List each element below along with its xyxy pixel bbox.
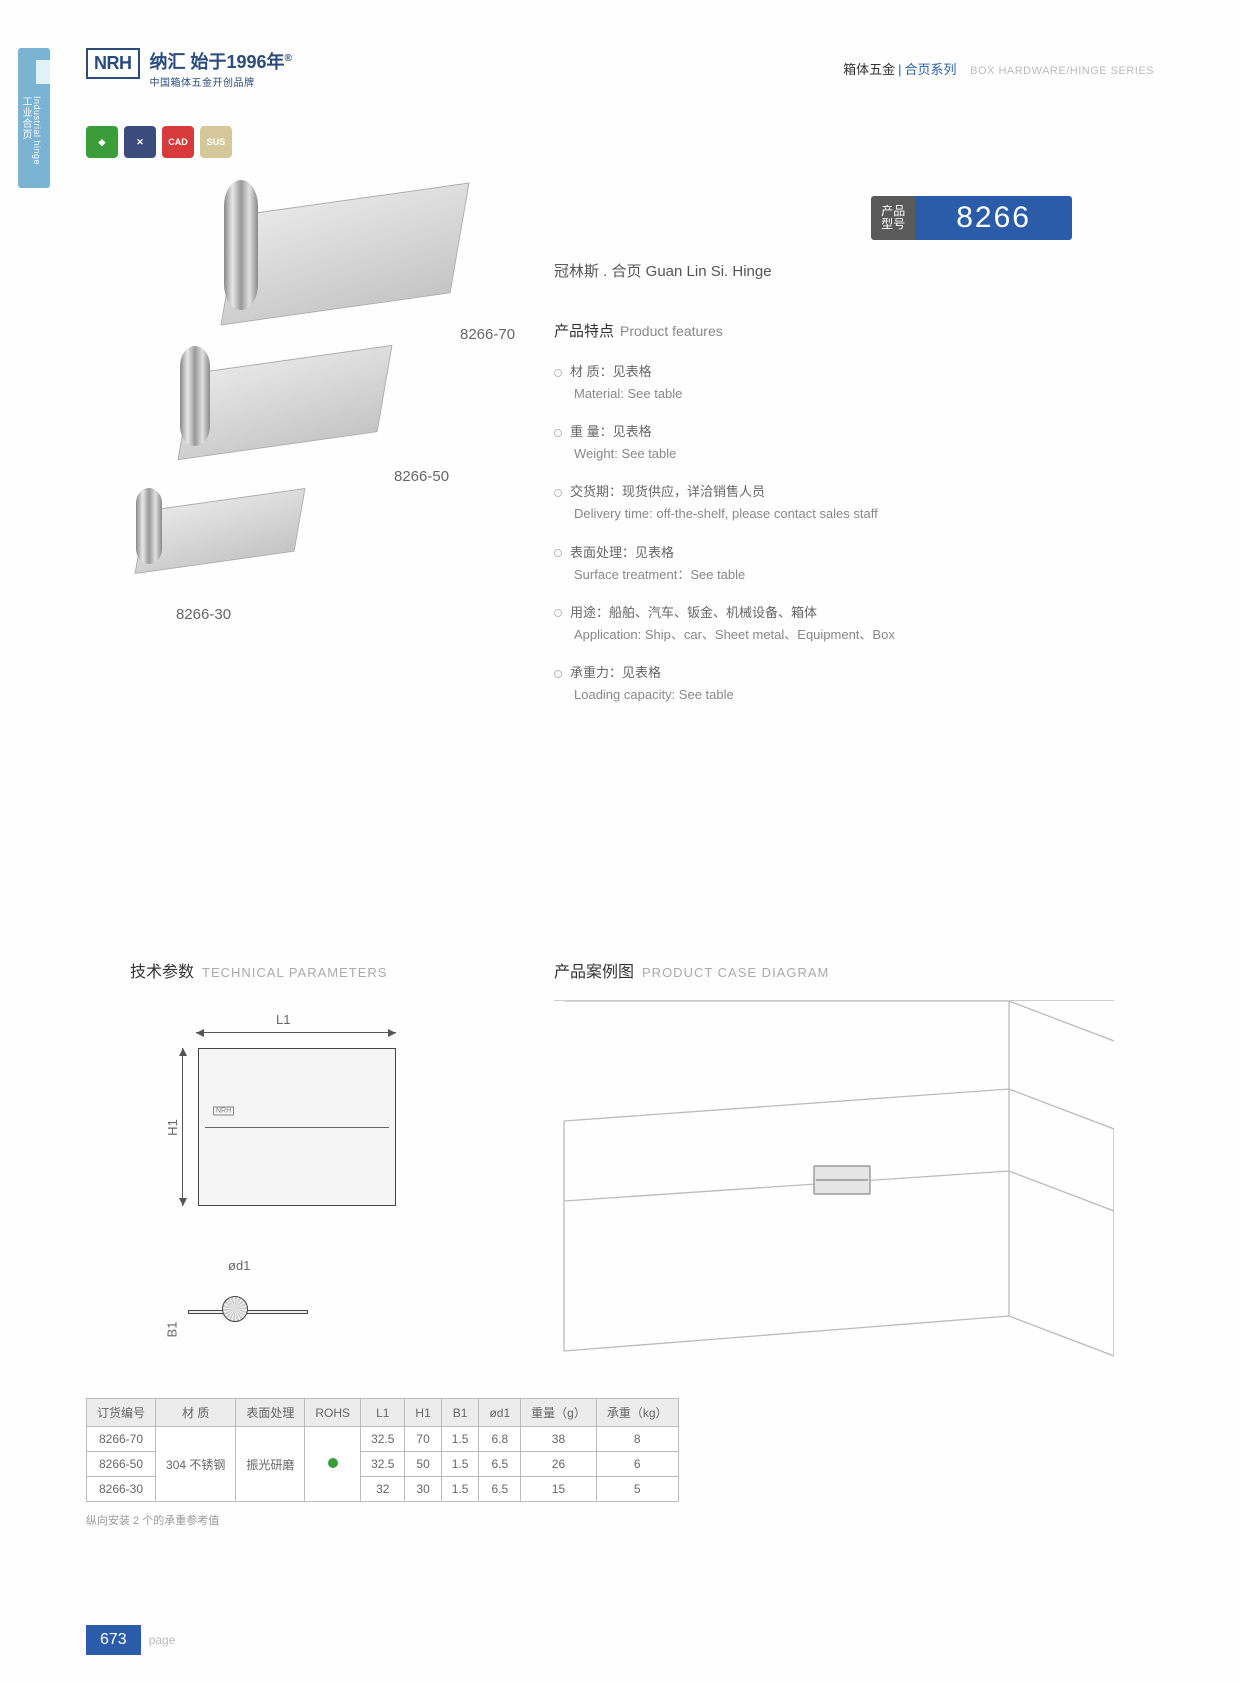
dim-label-h1: H1 (165, 1119, 180, 1136)
product-label: 8266-70 (460, 326, 515, 343)
feature-item: 承重力：见表格Loading capacity: See table (554, 662, 1150, 706)
page-number: 673 (86, 1625, 141, 1655)
product-subtitle: 冠林斯 . 合页 Guan Lin Si. Hinge (554, 260, 772, 281)
table-header: 重量（g） (521, 1399, 597, 1427)
logo-mark: NRH (86, 48, 140, 79)
case-box-svg (554, 1001, 1114, 1361)
table-header: ød1 (479, 1399, 521, 1427)
product-label: 8266-30 (176, 606, 231, 623)
logo-subtitle: 中国箱体五金开创品牌 (150, 74, 292, 89)
table-header: 表面处理 (236, 1399, 305, 1427)
product-hinge-30 (140, 500, 300, 562)
table-header: 订货编号 (87, 1399, 156, 1427)
drawing-front-view: NRH (198, 1048, 396, 1206)
table-header: ROHS (305, 1399, 361, 1427)
product-hinge-50 (185, 360, 385, 445)
table-note: 纵向安装 2 个的承重参考值 (86, 1512, 219, 1528)
case-diagram-title: 产品案例图PRODUCT CASE DIAGRAM (554, 958, 829, 982)
cert-icon: ✕ (124, 126, 156, 158)
table-header: 承重（kg） (596, 1399, 678, 1427)
dim-label-b1: B1 (164, 1322, 179, 1338)
feature-item: 材 质：见表格Material: See table (554, 361, 1150, 405)
tech-params-title: 技术参数TECHNICAL PARAMETERS (130, 958, 387, 982)
product-features: 产品特点Product features 材 质：见表格Material: Se… (554, 320, 1150, 722)
feature-item: 重 量：见表格Weight: See table (554, 421, 1150, 465)
product-label: 8266-50 (394, 468, 449, 485)
side-tab-en: Industrial hinge (32, 96, 42, 165)
features-title: 产品特点Product features (554, 320, 1150, 341)
page-footer: 673 page (86, 1625, 175, 1655)
table-header: H1 (405, 1399, 441, 1427)
feature-item: 用途：船舶、汽车、钣金、机械设备、箱体Application: Ship、car… (554, 602, 1150, 646)
header-category: 箱体五金|合页系列 BOX HARDWARE/HINGE SERIES (843, 59, 1154, 78)
logo-zh: 纳汇 始于1996年® (150, 48, 292, 74)
dim-label-l1: L1 (276, 1012, 290, 1027)
page-label: page (149, 1633, 176, 1647)
page-header: NRH 纳汇 始于1996年® 中国箱体五金开创品牌 箱体五金|合页系列 BOX… (86, 44, 1154, 92)
table-header: B1 (441, 1399, 479, 1427)
table-header: L1 (361, 1399, 405, 1427)
model-label: 产品型号 (871, 196, 915, 240)
specification-table: 订货编号材 质表面处理ROHSL1H1B1ød1重量（g）承重（kg） 8266… (86, 1398, 679, 1502)
table-header: 材 质 (156, 1399, 236, 1427)
feature-item: 交货期：现货供应，详洽销售人员Delivery time: off-the-sh… (554, 481, 1150, 525)
table-row: 8266-70304 不锈钢振光研磨32.5701.56.8388 (87, 1427, 679, 1452)
cert-icon: ◆ (86, 126, 118, 158)
logo-block: NRH 纳汇 始于1996年® 中国箱体五金开创品牌 (86, 48, 292, 89)
dim-label-od1: ød1 (228, 1258, 250, 1273)
model-number: 8266 (915, 196, 1072, 240)
side-tab-zh: 工业合页 (18, 96, 33, 140)
cert-icon: CAD (162, 126, 194, 158)
product-hinge-70 (230, 200, 460, 308)
product-images: 8266-70 8266-50 8266-30 (130, 200, 530, 720)
cert-icon: SUS (200, 126, 232, 158)
model-badge: 产品型号 8266 (871, 196, 1072, 240)
certification-icons: ◆ ✕ CAD SUS (86, 126, 232, 158)
feature-item: 表面处理：见表格Surface treatment：See table (554, 542, 1150, 586)
case-diagram (554, 1000, 1114, 1360)
